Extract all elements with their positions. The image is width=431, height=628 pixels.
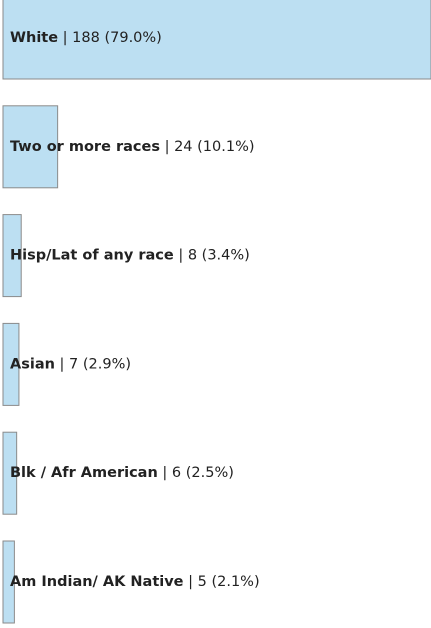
bar	[2, 105, 59, 189]
separator: |	[63, 30, 68, 46]
value-label: 24 (10.1%)	[174, 139, 254, 155]
category-label: Hisp/Lat of any race	[10, 248, 174, 264]
value-label: 188 (79.0%)	[72, 30, 162, 46]
bar-label: Blk / Afr American | 6 (2.5%)	[10, 465, 234, 481]
bar-label: Asian | 7 (2.9%)	[10, 356, 131, 372]
bar-label: White | 188 (79.0%)	[10, 30, 162, 46]
bar-label: Two or more races | 24 (10.1%)	[10, 139, 255, 155]
category-label: Am Indian/ AK Native	[10, 574, 184, 590]
category-label: Asian	[10, 356, 55, 372]
separator: |	[178, 248, 183, 264]
bar-label: Hisp/Lat of any race | 8 (3.4%)	[10, 248, 250, 264]
bar	[2, 431, 18, 515]
bar	[2, 540, 15, 624]
category-label: White	[10, 30, 58, 46]
value-label: 8 (3.4%)	[188, 248, 250, 264]
bar	[2, 322, 20, 406]
separator: |	[60, 356, 65, 372]
category-label: Two or more races	[10, 139, 160, 155]
value-label: 7 (2.9%)	[69, 356, 131, 372]
separator: |	[162, 465, 167, 481]
bar	[2, 0, 431, 80]
separator: |	[188, 574, 193, 590]
value-label: 5 (2.1%)	[198, 574, 260, 590]
value-label: 6 (2.5%)	[172, 465, 234, 481]
separator: |	[165, 139, 170, 155]
category-label: Blk / Afr American	[10, 465, 158, 481]
bar	[2, 214, 22, 298]
bar-label: Am Indian/ AK Native | 5 (2.1%)	[10, 574, 260, 590]
